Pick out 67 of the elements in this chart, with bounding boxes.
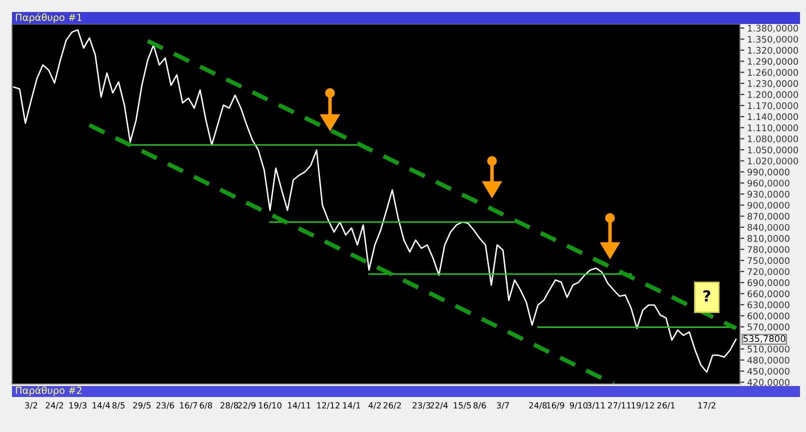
y-tick-label: 1.260,0000	[748, 69, 798, 77]
x-tick-label: 15/5	[454, 402, 471, 410]
y-tick-label: 840,0000	[748, 224, 790, 232]
y-tick-label: 900,0000	[748, 202, 790, 210]
y-tick-label: 1.350,0000	[748, 36, 798, 44]
y-tick-label: 930,0000	[748, 190, 790, 199]
y-tick-label: 1.080,0000	[748, 135, 798, 144]
y-tick-label: 720,0000	[748, 268, 790, 276]
y-tick-label: 870,0000	[748, 212, 790, 221]
x-tick-label: 26/2	[384, 402, 401, 410]
text: 535,7800	[743, 335, 786, 343]
x-tick-label: 23/3	[412, 402, 430, 410]
x-tick-label: 9/10	[570, 402, 588, 410]
x-tick-label: 29/5	[133, 402, 151, 410]
y-tick-label: 1.200,0000	[748, 91, 798, 99]
x-tick-label: 14/4	[92, 402, 110, 410]
y-tick-label: 1.050,0000	[748, 146, 798, 154]
x-tick-label: 17/2	[698, 402, 716, 410]
x-tick-label: 8/6	[474, 402, 486, 410]
y-tick-label: 510,0000	[748, 346, 790, 354]
y-tick-label: 1.170,0000	[748, 102, 798, 110]
y-tick-label: 660,0000	[748, 290, 790, 298]
y-tick-label: 990,0000	[748, 168, 790, 176]
y-tick-label: 450,0000	[747, 368, 790, 376]
y-tick-label: 1.320,0000	[748, 46, 798, 55]
chart-title: Παράθυρο #1	[16, 13, 82, 23]
y-tick-label: 750,0000	[748, 257, 790, 265]
y-tick-label: 960,0000	[748, 180, 790, 188]
y-tick-label: 630,0000	[748, 301, 790, 310]
y-tick-label: 810,0000	[748, 235, 790, 243]
y-tick-label: 600,0000	[748, 312, 790, 320]
y-tick-label: 1.020,0000	[748, 158, 798, 166]
x-tick-label: 23/6	[156, 402, 174, 410]
x-tick-label: 24/2	[46, 402, 64, 410]
x-tick-label: 12/12	[317, 402, 340, 410]
x-tick-label: 22/9	[238, 402, 256, 410]
y-tick-label: 480,0000	[747, 356, 790, 365]
x-tick-label: 19/12	[632, 402, 654, 410]
x-tick-label: 3/2	[25, 402, 38, 410]
y-tick-label: 420,0000	[747, 378, 790, 387]
y-tick-label: 570,0000	[748, 324, 790, 332]
y-tick-label: 780,0000	[748, 246, 790, 254]
x-tick-label: 26/1	[657, 402, 675, 410]
line-series	[13, 29, 737, 373]
x-tick-label: 16/7	[180, 402, 198, 410]
text: Παράθυρο #2	[16, 386, 82, 396]
y-tick-label: 1.290,0000	[748, 58, 798, 66]
y-tick-label: 1.140,0000	[748, 113, 798, 122]
x-tick-label: 6/8	[200, 402, 212, 410]
x-tick-label: 14/1	[343, 402, 360, 410]
x-tick-label: 4/2	[368, 402, 381, 410]
x-tick-label: 3/11	[587, 402, 605, 410]
x-tick-label: 16/10	[258, 402, 282, 410]
x-tick-label: 19/3	[69, 402, 86, 410]
y-tick-label: 1.230,0000	[748, 80, 798, 88]
y-tick-label: 690,0000	[748, 279, 790, 288]
x-tick-label: 16/9	[546, 402, 564, 410]
x-tick-label: 28/8	[220, 402, 238, 410]
x-tick-label: 24/8	[529, 402, 547, 410]
x-tick-label: 22/4	[430, 402, 448, 410]
x-tick-label: 14/11	[288, 402, 310, 410]
x-tick-label: 3/7	[496, 402, 509, 410]
y-tick-label: 1.110,0000	[748, 124, 798, 132]
x-tick-label: 27/11	[608, 402, 631, 410]
x-tick-label: 8/5	[112, 402, 125, 410]
y-tick-label: 1.380,0000	[748, 24, 798, 33]
annotation: ?	[703, 290, 710, 302]
